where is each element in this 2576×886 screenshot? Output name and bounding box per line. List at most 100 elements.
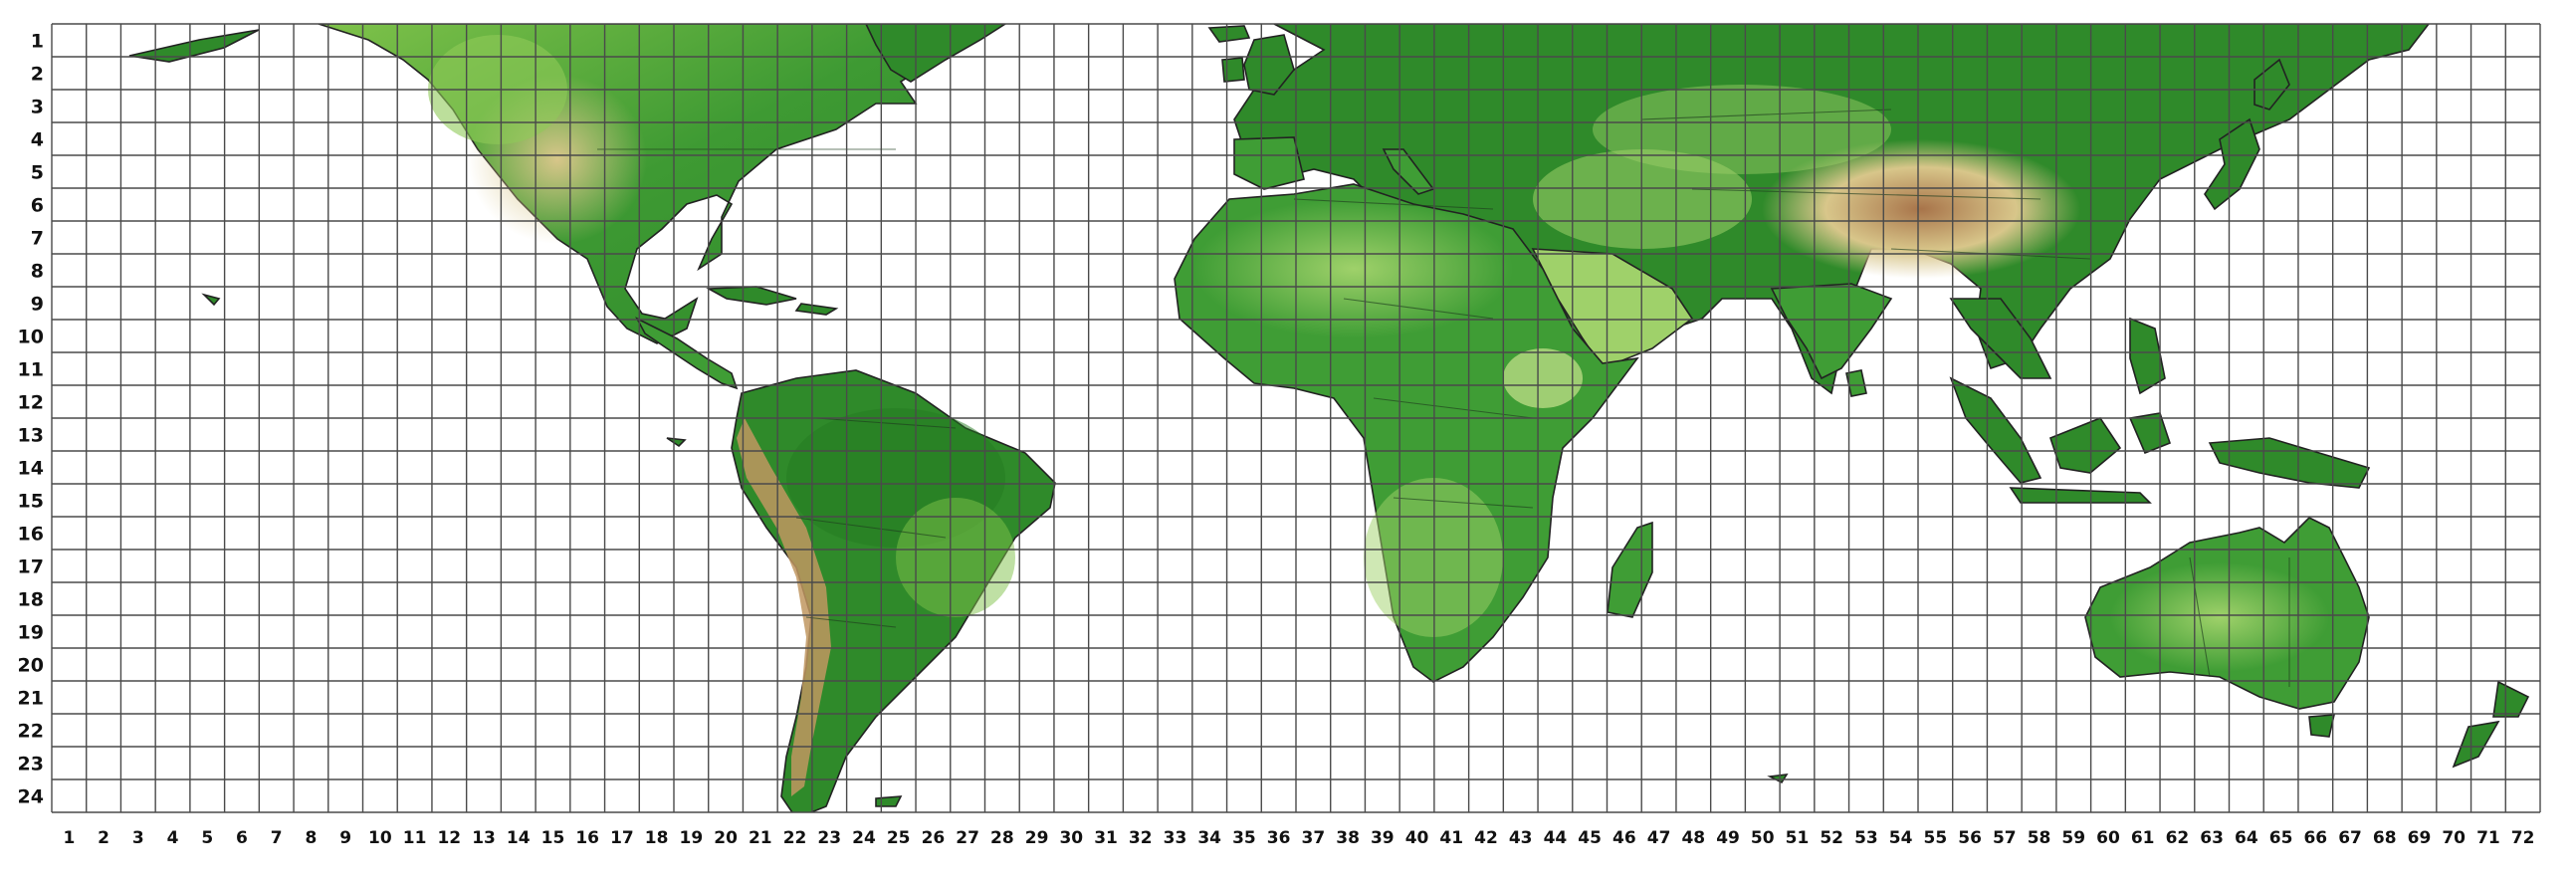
column-label: 37 [1302, 828, 1326, 848]
column-label: 44 [1544, 828, 1568, 848]
column-label: 66 [2303, 828, 2327, 848]
british-isles [1243, 34, 1295, 96]
row-label: 14 [18, 458, 44, 480]
column-label: 51 [1786, 828, 1810, 848]
column-label: 68 [2373, 828, 2397, 848]
row-label: 4 [31, 129, 44, 151]
new-zealand [2492, 680, 2530, 718]
column-label: 31 [1094, 828, 1118, 848]
row-label: 2 [31, 64, 44, 86]
row-label: 18 [18, 589, 44, 611]
column-label: 38 [1336, 828, 1360, 848]
iceland [1207, 25, 1251, 43]
column-label: 40 [1405, 828, 1429, 848]
japan [2204, 117, 2260, 211]
column-label: 67 [2338, 828, 2362, 848]
sri-lanka [1845, 369, 1867, 397]
column-label: 1 [63, 828, 75, 848]
column-label: 23 [817, 828, 841, 848]
column-label: 35 [1232, 828, 1256, 848]
column-label: 26 [922, 828, 946, 848]
column-label: 21 [749, 828, 772, 848]
map-grid [51, 23, 2541, 813]
row-label: 9 [31, 294, 44, 316]
column-label: 22 [783, 828, 807, 848]
row-label: 19 [18, 622, 44, 644]
row-label: 23 [18, 754, 44, 775]
column-label: 7 [271, 828, 283, 848]
tasmania [2308, 714, 2336, 738]
column-label: 42 [1474, 828, 1498, 848]
row-label: 22 [18, 721, 44, 743]
column-label: 70 [2442, 828, 2466, 848]
column-label: 45 [1578, 828, 1602, 848]
indonesia [1949, 376, 2042, 484]
column-label: 58 [2028, 828, 2051, 848]
column-label: 9 [339, 828, 351, 848]
column-label: 36 [1267, 828, 1291, 848]
column-label: 61 [2131, 828, 2155, 848]
column-label: 41 [1439, 828, 1463, 848]
column-label: 29 [1025, 828, 1049, 848]
column-label: 20 [714, 828, 738, 848]
new-guinea [2208, 437, 2371, 489]
column-label: 46 [1612, 828, 1636, 848]
row-label: 11 [18, 359, 44, 381]
column-label: 47 [1647, 828, 1671, 848]
column-label: 2 [98, 828, 109, 848]
madagascar [1607, 521, 1653, 618]
column-label: 19 [680, 828, 704, 848]
column-label: 53 [1854, 828, 1878, 848]
column-label: 30 [1059, 828, 1083, 848]
land-layer [128, 24, 2530, 812]
column-label: 33 [1164, 828, 1187, 848]
india [1770, 283, 1893, 380]
column-label: 11 [403, 828, 427, 848]
column-label: 10 [368, 828, 392, 848]
row-label: 5 [31, 162, 44, 184]
column-label: 34 [1197, 828, 1221, 848]
column-label: 48 [1681, 828, 1705, 848]
column-label: 54 [1889, 828, 1913, 848]
column-label: 15 [541, 828, 565, 848]
column-label: 12 [437, 828, 461, 848]
row-label: 6 [31, 195, 44, 217]
column-label: 52 [1820, 828, 1843, 848]
column-label: 50 [1751, 828, 1775, 848]
column-label: 8 [305, 828, 317, 848]
column-label: 60 [2096, 828, 2120, 848]
column-label: 14 [507, 828, 531, 848]
column-label: 6 [236, 828, 248, 848]
column-label: 39 [1371, 828, 1395, 848]
row-label: 16 [18, 524, 44, 546]
column-label-group: 1 2 3 4 5 6 7 8 9 10 11 12 13 14 15 16 17 18 19 20 21 22 23 24 2… [63, 828, 2534, 848]
column-label: 65 [2269, 828, 2293, 848]
column-label: 17 [610, 828, 634, 848]
column-label: 62 [2166, 828, 2190, 848]
column-label: 43 [1509, 828, 1533, 848]
row-label: 17 [18, 556, 44, 578]
column-label: 5 [201, 828, 213, 848]
row-label: 3 [31, 97, 44, 118]
column-label: 32 [1129, 828, 1153, 848]
column-label: 27 [956, 828, 979, 848]
row-label: 12 [18, 392, 44, 414]
row-label: 20 [18, 655, 44, 677]
column-label: 3 [132, 828, 144, 848]
column-label: 4 [167, 828, 179, 848]
greenland [865, 24, 1007, 83]
column-label: 49 [1716, 828, 1740, 848]
row-label: 8 [31, 261, 44, 283]
column-label: 64 [2235, 828, 2258, 848]
column-label: 25 [887, 828, 911, 848]
row-label: 24 [18, 786, 44, 808]
column-label: 13 [472, 828, 496, 848]
row-label: 15 [18, 491, 44, 513]
column-label: 59 [2061, 828, 2085, 848]
column-label: 56 [1958, 828, 1982, 848]
column-label: 28 [990, 828, 1014, 848]
row-label: 13 [18, 425, 44, 447]
column-label: 63 [2200, 828, 2224, 848]
row-label: 1 [31, 31, 44, 53]
